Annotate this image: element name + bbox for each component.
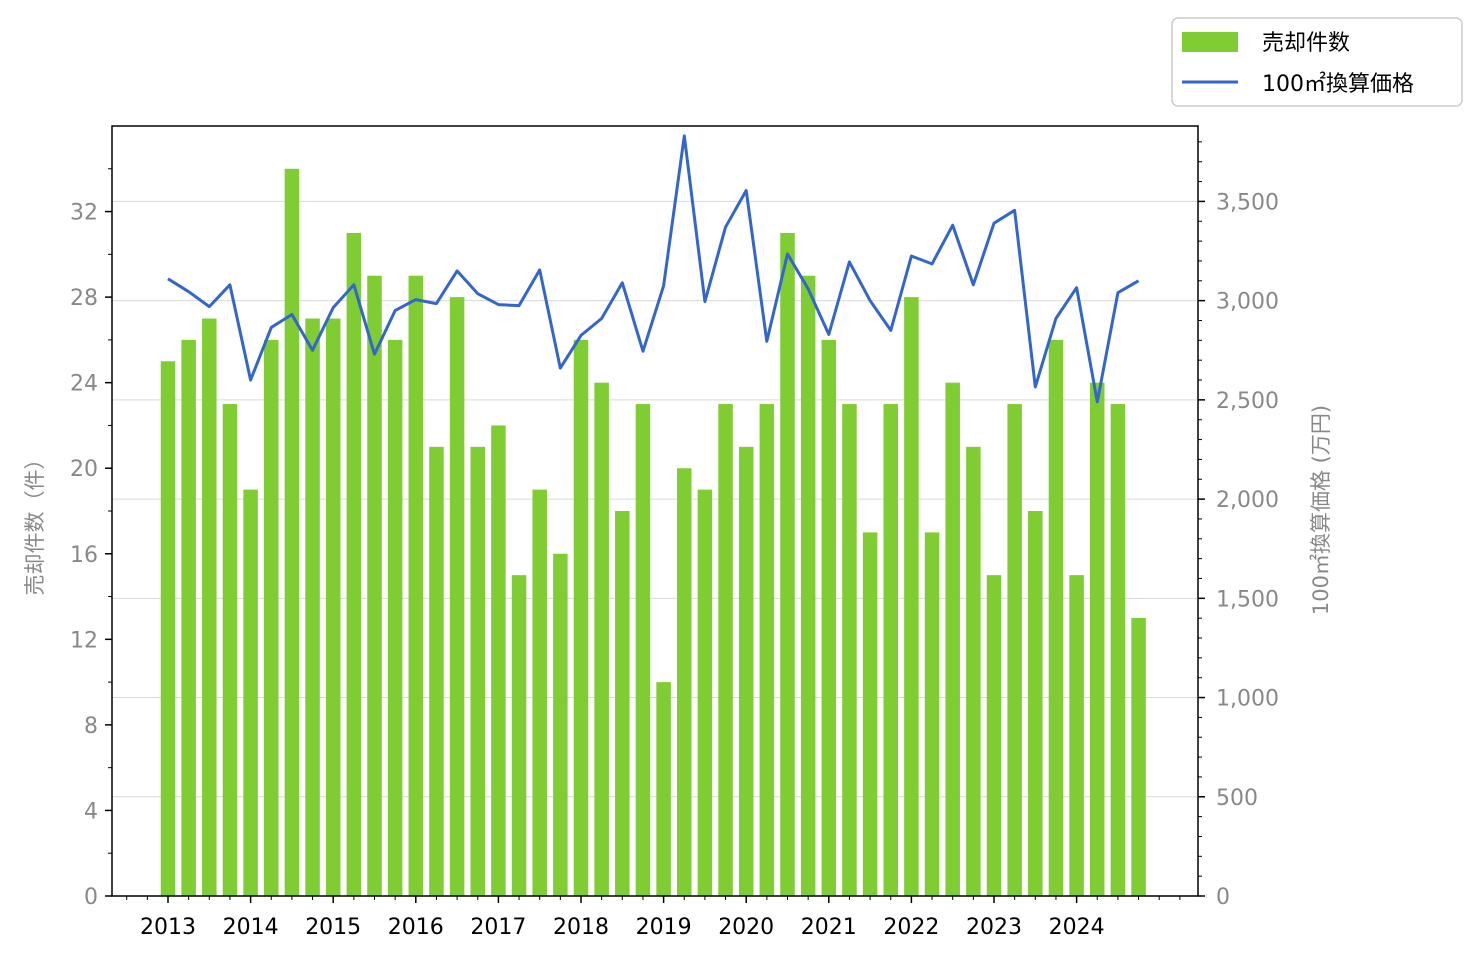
bar (738, 446, 754, 896)
bar (615, 511, 630, 896)
right-y-axis: 0 500 1,000 1,500 2,000 2,500 3,000 3,500 (1198, 141, 1279, 910)
x-tick-label: 2014 (223, 915, 279, 940)
left-tick-label: 32 (70, 201, 98, 226)
right-tick-label: 2,500 (1216, 389, 1279, 414)
bar (656, 682, 671, 896)
bar (470, 446, 485, 896)
bar (780, 232, 795, 896)
bar (408, 275, 424, 896)
bar (594, 382, 609, 897)
bar (924, 532, 940, 896)
bar (1131, 617, 1146, 896)
x-tick-label: 2022 (883, 915, 939, 940)
x-tick-label: 2024 (1049, 915, 1105, 940)
right-tick-label: 2,000 (1216, 488, 1279, 513)
bar (222, 404, 238, 896)
bar (305, 318, 320, 896)
bar (635, 404, 651, 896)
bar (966, 446, 981, 896)
x-axis: 2013 2014 2015 2016 2017 2018 2019 2020 2021 2022… (126, 896, 1181, 940)
x-tick-label: 2023 (966, 915, 1022, 940)
legend-bar-swatch (1182, 32, 1238, 52)
left-tick-label: 28 (70, 286, 98, 311)
bar (1048, 339, 1064, 896)
left-tick-label: 12 (70, 628, 98, 653)
bar (284, 168, 300, 896)
bar (511, 575, 527, 896)
right-tick-label: 3,500 (1216, 190, 1279, 215)
bar (243, 489, 258, 896)
bar (1069, 575, 1084, 896)
left-tick-label: 16 (70, 543, 98, 568)
bar (883, 404, 898, 896)
bar (202, 318, 217, 896)
right-tick-label: 500 (1216, 786, 1258, 811)
bar (181, 339, 196, 896)
x-tick-label: 2015 (305, 915, 361, 940)
price-line (167, 134, 1140, 404)
x-tick-label: 2021 (801, 915, 857, 940)
bar (1007, 404, 1022, 896)
left-axis-title: 売却件数（件） (23, 449, 47, 596)
bar (387, 339, 403, 896)
legend-box (1171, 17, 1463, 107)
bar (160, 361, 176, 896)
right-tick-label: 0 (1216, 885, 1230, 910)
bar (532, 489, 547, 896)
x-tick-label: 2013 (140, 915, 196, 940)
left-tick-label: 4 (84, 799, 98, 824)
x-tick-label: 2016 (388, 915, 444, 940)
bar (346, 232, 362, 896)
x-tick-label: 2018 (553, 915, 609, 940)
bar (429, 446, 444, 896)
bar (821, 339, 837, 896)
bar (904, 297, 919, 897)
left-y-axis: 0 4 8 12 16 20 24 28 32 (70, 168, 112, 910)
bar (573, 339, 589, 896)
right-tick-label: 3,000 (1216, 290, 1279, 315)
bar (264, 339, 279, 896)
x-tick-label: 2017 (470, 915, 526, 940)
bar (842, 404, 857, 896)
legend-label-line: 100㎡換算価格 (1262, 71, 1414, 97)
line-series (167, 134, 1140, 404)
bar (1090, 382, 1105, 897)
left-tick-label: 24 (70, 372, 98, 397)
bar (1110, 404, 1126, 896)
left-tick-label: 0 (84, 885, 98, 910)
right-axis-title: 100㎡換算価格 (万円) (1309, 405, 1333, 615)
x-tick-label: 2020 (718, 915, 774, 940)
legend-label-bar: 売却件数 (1262, 31, 1350, 56)
bar (986, 575, 1002, 896)
bar (718, 404, 733, 896)
bar (491, 425, 506, 896)
bar (759, 404, 775, 896)
x-tick-label: 2019 (636, 915, 692, 940)
left-tick-label: 20 (70, 457, 98, 482)
bar (800, 275, 816, 896)
bar (553, 553, 568, 896)
bar (697, 489, 713, 896)
right-tick-label: 1,500 (1216, 587, 1279, 612)
legend: 売却件数 100㎡換算価格 (1171, 17, 1463, 107)
right-tick-label: 1,000 (1216, 687, 1279, 712)
bar (449, 297, 465, 897)
left-tick-label: 8 (84, 714, 98, 739)
bar (325, 318, 341, 896)
bar (1028, 511, 1043, 896)
bar (367, 275, 382, 896)
bar (862, 532, 878, 896)
bar-series (160, 168, 1146, 897)
bar (677, 468, 692, 896)
bar (945, 382, 960, 897)
